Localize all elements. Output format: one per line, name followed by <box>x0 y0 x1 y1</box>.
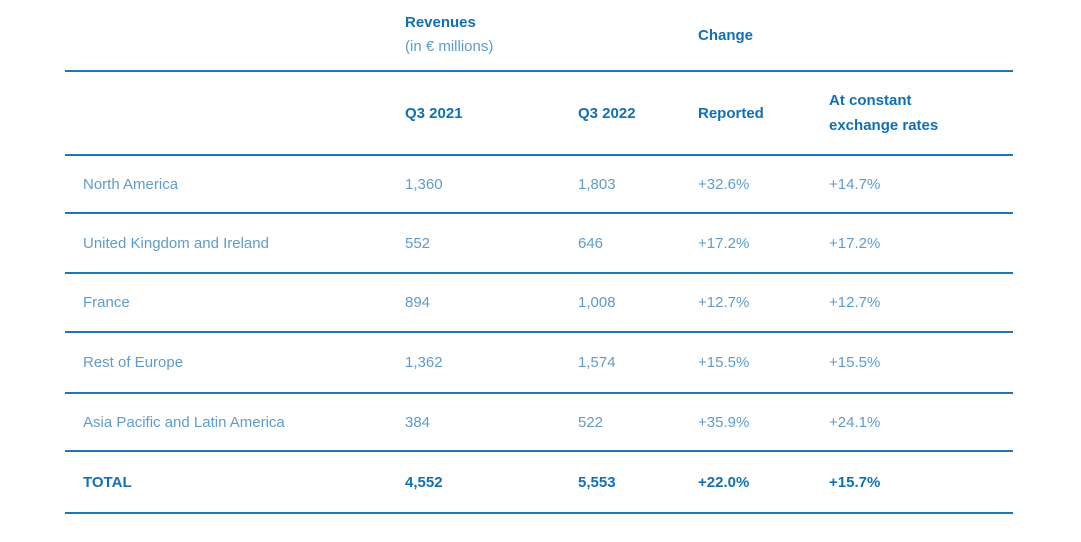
q3-2022-value: 522 <box>578 413 604 431</box>
total-constant-change-value: +15.7% <box>829 473 881 491</box>
constant-change-value: +12.7% <box>829 294 881 311</box>
total-q3-2021-cell: 4,552 <box>405 452 578 512</box>
column-header-constant-rates: At constant exchange rates <box>829 72 1013 154</box>
reported-change-value: +32.6% <box>698 175 750 193</box>
q3-2022-cell: 1,574 <box>578 333 698 392</box>
region-label-cell: United Kingdom and Ireland <box>65 214 405 272</box>
table-row: Rest of Europe 1,362 1,574 +15.5% +15.5% <box>65 333 1013 394</box>
column-header-q3-2022: Q3 2022 <box>578 72 698 154</box>
constant-change-cell: +24.1% <box>829 394 1013 450</box>
reported-change-cell: +32.6% <box>698 156 829 212</box>
total-reported-change-cell: +22.0% <box>698 452 829 512</box>
total-label: TOTAL <box>83 473 132 491</box>
total-reported-change-value: +22.0% <box>698 473 750 491</box>
column-header-reported: Reported <box>698 72 829 154</box>
region-label-cell: North America <box>65 156 405 212</box>
total-constant-change-cell: +15.7% <box>829 452 1013 512</box>
q3-2021-value: 1,362 <box>405 354 443 371</box>
q3-2021-cell: 384 <box>405 394 578 450</box>
table-row: Asia Pacific and Latin America 384 522 +… <box>65 394 1013 452</box>
q3-2021-cell: 552 <box>405 214 578 272</box>
constant-change-cell: +14.7% <box>829 156 1013 212</box>
reported-change-value: +12.7% <box>698 294 750 311</box>
reported-change-cell: +15.5% <box>698 333 829 392</box>
region-label-cell: Asia Pacific and Latin America <box>65 394 405 450</box>
revenues-group-header-cell: Revenues (in € millions) <box>405 0 578 70</box>
q3-2021-value: 894 <box>405 294 431 311</box>
total-q3-2021-value: 4,552 <box>405 473 443 491</box>
constant-change-value: +14.7% <box>829 175 881 193</box>
constant-change-cell: +12.7% <box>829 274 1013 331</box>
constant-change-value: +15.5% <box>829 354 881 371</box>
column-header-label: Q3 2022 <box>578 104 636 122</box>
region-label-cell: Rest of Europe <box>65 333 405 392</box>
q3-2022-cell: 1,803 <box>578 156 698 212</box>
change-group-header-cell: Change <box>698 0 829 70</box>
constant-change-value: +24.1% <box>829 413 881 431</box>
q3-2022-value: 1,008 <box>578 294 616 311</box>
q3-2022-value: 1,803 <box>578 175 616 193</box>
group-header-spacer <box>65 0 405 70</box>
column-header-label: Reported <box>698 104 764 122</box>
q3-2021-cell: 1,362 <box>405 333 578 392</box>
reported-change-value: +15.5% <box>698 354 750 371</box>
q3-2022-cell: 646 <box>578 214 698 272</box>
table-row: North America 1,360 1,803 +32.6% +14.7% <box>65 156 1013 214</box>
column-header-q3-2021: Q3 2021 <box>405 72 578 154</box>
q3-2021-cell: 894 <box>405 274 578 331</box>
q3-2022-cell: 522 <box>578 394 698 450</box>
region-label-cell: France <box>65 274 405 331</box>
change-group-title: Change <box>698 26 754 44</box>
constant-change-cell: +17.2% <box>829 214 1013 272</box>
q3-2021-cell: 1,360 <box>405 156 578 212</box>
column-header-row: Q3 2021 Q3 2022 Reported At constant exc… <box>65 72 1013 156</box>
region-label: Rest of Europe <box>83 354 184 371</box>
reported-change-value: +17.2% <box>698 234 750 252</box>
table-row: France 894 1,008 +12.7% +12.7% <box>65 274 1013 333</box>
column-header-label: Q3 2021 <box>405 104 463 122</box>
constant-change-value: +17.2% <box>829 234 881 252</box>
q3-2021-value: 1,360 <box>405 175 443 193</box>
region-label: United Kingdom and Ireland <box>83 234 269 252</box>
q3-2022-value: 646 <box>578 234 604 252</box>
q3-2021-value: 552 <box>405 234 431 252</box>
reported-change-value: +35.9% <box>698 413 750 431</box>
group-header-row: Revenues (in € millions) Change <box>65 0 1013 72</box>
revenue-by-region-table: Revenues (in € millions) Change Q3 2021 … <box>65 0 1013 514</box>
reported-change-cell: +35.9% <box>698 394 829 450</box>
total-label-cell: TOTAL <box>65 452 405 512</box>
revenues-group-title: Revenues <box>405 14 476 31</box>
region-label: North America <box>83 175 179 193</box>
region-label: France <box>83 294 130 311</box>
total-row: TOTAL 4,552 5,553 +22.0% +15.7% <box>65 452 1013 514</box>
group-header-spacer <box>578 0 698 70</box>
constant-change-cell: +15.5% <box>829 333 1013 392</box>
column-header-spacer <box>65 72 405 154</box>
q3-2022-value: 1,574 <box>578 354 616 371</box>
column-header-label: At constant exchange rates <box>829 92 939 134</box>
reported-change-cell: +17.2% <box>698 214 829 272</box>
region-label: Asia Pacific and Latin America <box>83 413 285 431</box>
q3-2022-cell: 1,008 <box>578 274 698 331</box>
table-row: United Kingdom and Ireland 552 646 +17.2… <box>65 214 1013 274</box>
revenues-group-subtitle: (in € millions) <box>405 38 494 55</box>
reported-change-cell: +12.7% <box>698 274 829 331</box>
q3-2021-value: 384 <box>405 413 431 431</box>
group-header-spacer <box>829 0 1013 70</box>
total-q3-2022-cell: 5,553 <box>578 452 698 512</box>
total-q3-2022-value: 5,553 <box>578 473 616 491</box>
